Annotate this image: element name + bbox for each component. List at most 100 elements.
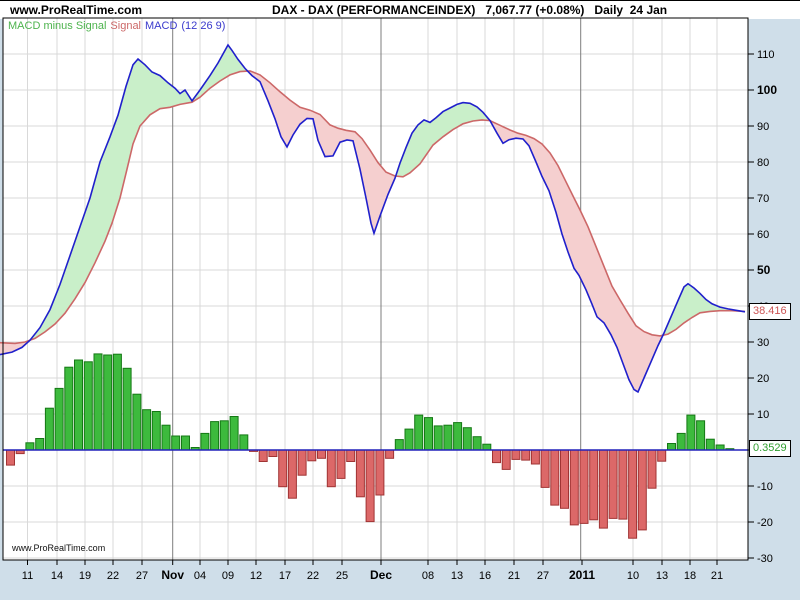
legend-item: (12 26 9) — [181, 20, 226, 32]
histogram-bar-up — [142, 409, 152, 451]
y-tick-label: 90 — [757, 121, 769, 133]
histogram-bar-down — [511, 449, 521, 460]
histogram-bar-up — [667, 443, 676, 451]
histogram-bar-down — [530, 449, 540, 465]
x-tick-label: 22 — [307, 570, 319, 582]
x-tick-label: 13 — [451, 570, 463, 582]
histogram-bar-up — [482, 443, 492, 451]
histogram-bar-up — [404, 428, 414, 451]
header-bar: www.ProRealTime.com DAX - DAX (PERFORMAN… — [0, 0, 800, 19]
histogram-bar-down — [608, 449, 618, 519]
histogram-bar-up — [151, 411, 161, 451]
x-tick-label: 19 — [79, 570, 91, 582]
x-tick-label: 2011 — [569, 568, 595, 582]
histogram-bar-down — [258, 449, 268, 462]
y-tick-label: 100 — [757, 83, 777, 97]
y-tick-label: 30 — [757, 337, 769, 349]
histogram-bar-down — [268, 449, 278, 457]
y-tick-label: 60 — [757, 229, 769, 241]
histogram-bar-up — [54, 387, 64, 451]
histogram-bar-down — [297, 449, 307, 476]
x-tick-label: 21 — [711, 570, 723, 582]
signal-value-label: 38.416 — [749, 303, 791, 320]
histogram-bar-down — [336, 449, 346, 479]
histogram-bar-down — [501, 449, 511, 470]
histogram-bar-up — [35, 438, 45, 451]
histogram-bar-up — [210, 421, 220, 451]
x-tick-label: 16 — [479, 570, 491, 582]
x-tick-label: 27 — [136, 570, 148, 582]
x-tick-label: 22 — [107, 570, 119, 582]
histogram-bar-up — [414, 414, 424, 451]
histogram-bar-down — [307, 449, 317, 462]
x-tick-label: 11 — [22, 570, 33, 582]
histogram-bar-up — [93, 353, 103, 451]
histogram-bar-up — [219, 420, 229, 451]
histogram-bar-up — [112, 353, 122, 451]
histogram-bar-up — [171, 435, 181, 451]
x-tick-label: Dec — [370, 568, 392, 582]
x-tick-label: 21 — [508, 570, 520, 582]
y-tick-label: 50 — [757, 263, 771, 277]
legend-item: MACD — [145, 20, 178, 32]
x-tick-label: 04 — [194, 570, 206, 582]
histogram-bar-down — [637, 449, 647, 531]
chart-title: DAX - DAX (PERFORMANCEINDEX) 7,067.77 (+… — [272, 3, 668, 17]
histogram-bar-down — [647, 449, 657, 489]
histogram-bar-up — [83, 361, 93, 451]
histogram-bar-up — [181, 435, 190, 451]
histogram-bar-up — [132, 393, 142, 451]
histogram-bar-down — [569, 449, 579, 526]
histogram-bar-up — [424, 417, 433, 451]
histogram-bar-down — [375, 449, 385, 496]
x-tick-label: 25 — [336, 570, 348, 582]
x-tick-label: 08 — [422, 570, 434, 582]
histogram-bar-up — [696, 420, 706, 451]
histogram-bar-up — [161, 424, 171, 451]
x-tick-label: 14 — [51, 570, 63, 582]
x-tick-label: 12 — [250, 570, 262, 582]
y-tick-label: -20 — [757, 517, 773, 529]
histogram-bar-down — [550, 449, 560, 506]
histogram-bar-up — [462, 427, 472, 451]
x-tick-label: 27 — [537, 570, 549, 582]
watermark-text: www.ProRealTime.com — [12, 543, 106, 553]
histogram-bar-down — [521, 449, 531, 461]
histogram-bar-up — [239, 434, 249, 451]
histogram-bar-down — [540, 449, 550, 488]
histogram-bar-down — [346, 449, 356, 462]
histogram-bar-up — [686, 414, 696, 451]
histogram-bar-up — [453, 422, 463, 451]
y-tick-label: 70 — [757, 193, 769, 205]
histogram-value-label: 0.3529 — [749, 440, 791, 457]
histogram-bar-down — [560, 449, 569, 509]
histogram-bar-up — [676, 432, 686, 451]
histogram-bar-down — [365, 449, 375, 523]
y-tick-label: -10 — [757, 481, 773, 493]
x-tick-label: Nov — [161, 568, 184, 582]
histogram-bar-down — [598, 449, 608, 529]
histogram-bar-down — [385, 449, 395, 459]
indicator-legend: MACD minus Signal Signal MACD (12 26 9) — [8, 20, 229, 32]
histogram-bar-up — [200, 432, 210, 451]
histogram-bar-up — [433, 425, 443, 451]
legend-item: MACD minus Signal — [8, 20, 107, 32]
x-axis: 11 14 19 22 27 Nov 04 09 12 17 22 25 Dec 08 13 16 21 27 20… — [22, 560, 723, 582]
histogram-bar-down — [6, 449, 15, 466]
histogram-bar-up — [229, 416, 239, 451]
histogram-bar-down — [492, 449, 501, 464]
y-tick-label: 80 — [757, 157, 769, 169]
histogram-bar-down — [326, 449, 336, 488]
signal-line — [0, 70, 746, 345]
histogram-bar-up — [74, 359, 83, 451]
histogram-bar-down — [287, 449, 297, 499]
y-tick-label: 110 — [757, 49, 775, 61]
legend-item: Signal — [110, 20, 141, 32]
x-tick-label: 09 — [222, 570, 234, 582]
y-tick-label: 20 — [757, 373, 769, 385]
brand-text: www.ProRealTime.com — [10, 3, 143, 17]
histogram-bar-up — [394, 439, 404, 451]
macd-line — [0, 43, 746, 394]
